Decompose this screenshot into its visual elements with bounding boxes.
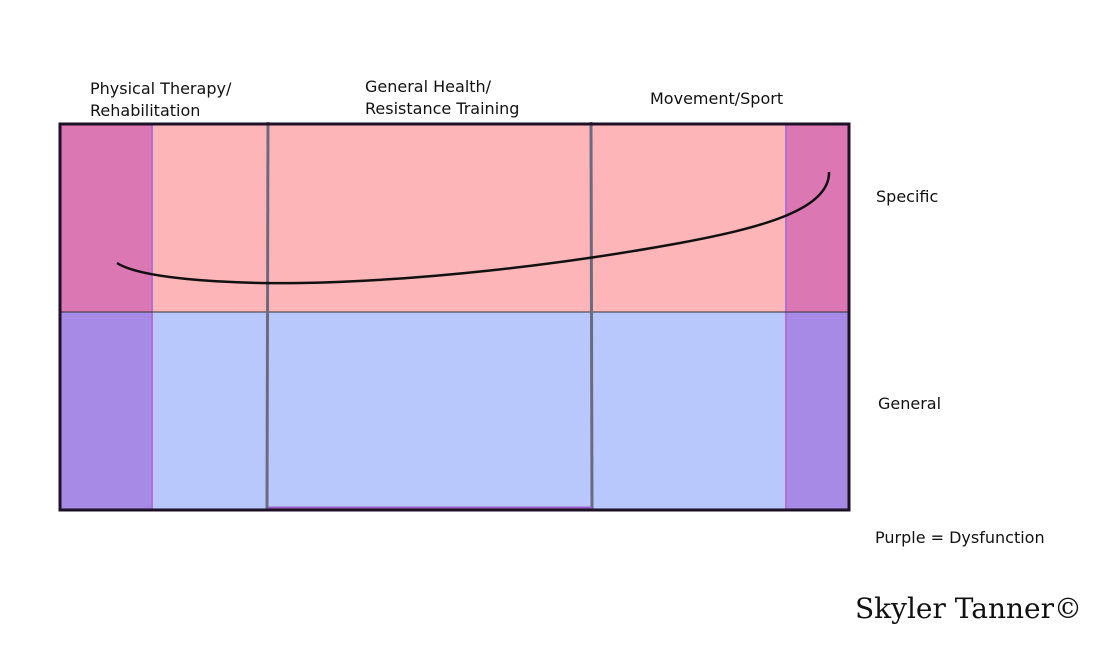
column-divider-1: [265, 121, 270, 511]
dysfunction-left-specific: [60, 124, 152, 312]
general-zone: [60, 312, 849, 510]
dysfunction-right-general: [785, 312, 849, 510]
column-label-general-health: General Health/ Resistance Training: [365, 77, 520, 118]
dysfunction-left-general: [60, 312, 152, 510]
specific-zone: [60, 124, 849, 312]
row-label-specific: Specific: [876, 187, 939, 206]
author-credit: Skyler Tanner©: [855, 592, 1082, 625]
diagram-border: [58, 122, 851, 512]
legend-dysfunction: Purple = Dysfunction: [875, 528, 1045, 547]
progression-curve: [116, 171, 831, 285]
row-label-general: General: [878, 394, 942, 413]
column-label-movement-sport: Movement/Sport: [650, 89, 784, 108]
dysfunction-right-specific: [785, 124, 849, 312]
column-divider-2: [589, 121, 594, 511]
column-label-physical-therapy: Physical Therapy/ Rehabilitation: [90, 79, 232, 120]
